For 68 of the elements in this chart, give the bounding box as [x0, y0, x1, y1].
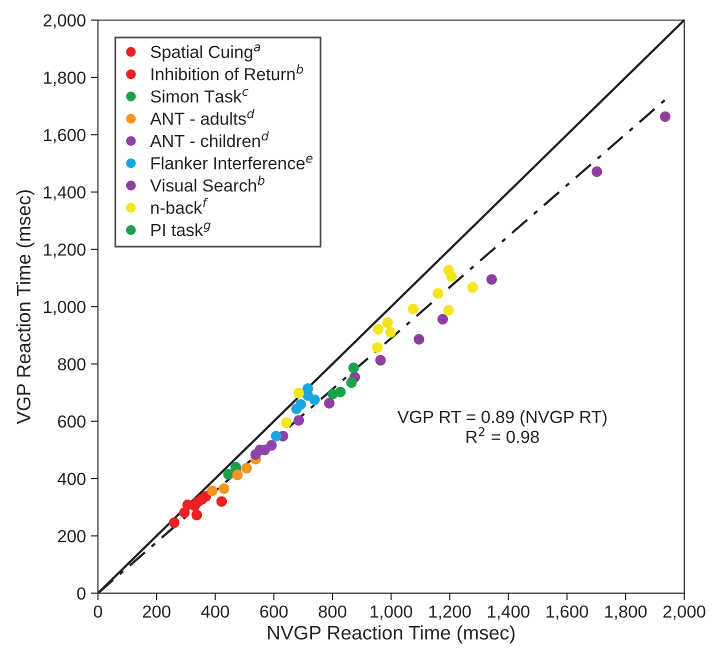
y-tick-label: 1,400 [44, 186, 86, 201]
point [432, 288, 444, 299]
x-tick-label: 2,000 [663, 605, 706, 620]
point [266, 440, 277, 451]
point [372, 342, 383, 353]
x-tick-label: 1,400 [488, 605, 530, 620]
point [660, 111, 670, 122]
y-tick-label: 200 [58, 530, 86, 542]
x-tick-label: 1,000 [370, 605, 412, 620]
legend-label: Spatial Cuing$^{a}$ [150, 44, 260, 62]
point [385, 327, 396, 338]
y-tick-label: 1,200 [44, 244, 86, 258]
point [324, 398, 335, 409]
point [346, 377, 357, 388]
point [446, 271, 457, 282]
annotation: VGP RT = 0.89 (NVGP RT) [397, 410, 607, 426]
y-tick-label: 600 [58, 415, 86, 428]
point [486, 274, 497, 285]
x-tick-label: 0 [94, 605, 102, 618]
point [280, 417, 292, 428]
point [414, 334, 424, 345]
y-tick-label: 800 [58, 358, 86, 370]
point [270, 430, 282, 442]
legend-label: ANT - children$^{d}$ [150, 131, 269, 148]
y-axis-title: VGP Reaction Time (msec) [16, 190, 34, 424]
legend-label: ANT - adults$^{d}$ [150, 108, 254, 125]
x-tick-label: 1,600 [546, 605, 588, 620]
point [592, 166, 602, 177]
point [437, 314, 448, 325]
legend-label: Visual Search$^{b}$ [150, 176, 264, 192]
point [168, 517, 180, 528]
point [232, 470, 243, 480]
point [408, 304, 418, 314]
legend-label: Simon Task$^{c}$ [150, 88, 248, 103]
x-tick-label: 400 [201, 605, 230, 618]
x-axis-title: NVGP Reaction Time (msec) [268, 625, 515, 644]
point [382, 317, 393, 328]
point [191, 510, 202, 520]
x-tick-label: 200 [142, 605, 170, 618]
x-tick-label: 1,200 [429, 605, 471, 620]
point [335, 386, 346, 398]
legend-label: n-back$^{f}$ [151, 198, 208, 214]
point [223, 468, 234, 480]
annotation: R$^{2}$ = 0.98 [466, 427, 539, 443]
legend-label: PI task$^{g}$ [151, 222, 211, 236]
y-tick-label: 400 [58, 472, 86, 486]
y-tick-label: 1,000 [44, 300, 86, 316]
point [216, 496, 227, 507]
point [348, 362, 359, 374]
point [206, 486, 218, 496]
point [293, 415, 304, 426]
y-tick-label: 0 [77, 587, 86, 600]
y-tick-label: 2,000 [44, 14, 86, 29]
point [467, 282, 478, 293]
point [241, 462, 252, 474]
point [218, 483, 230, 494]
point [443, 305, 454, 316]
y-tick-label: 1,800 [44, 72, 86, 86]
x-tick-label: 800 [318, 605, 346, 618]
point [372, 324, 384, 335]
y-tick-label: 1,600 [44, 128, 86, 144]
legend-label: Flanker Interference$^{e}$ [151, 156, 312, 170]
legend-label: Inhibition of Return$^{b}$ [152, 64, 304, 80]
x-tick-label: 600 [260, 605, 288, 618]
point [296, 399, 306, 410]
point [293, 388, 304, 398]
x-tick-label: 1,800 [605, 605, 647, 620]
point [375, 354, 386, 366]
